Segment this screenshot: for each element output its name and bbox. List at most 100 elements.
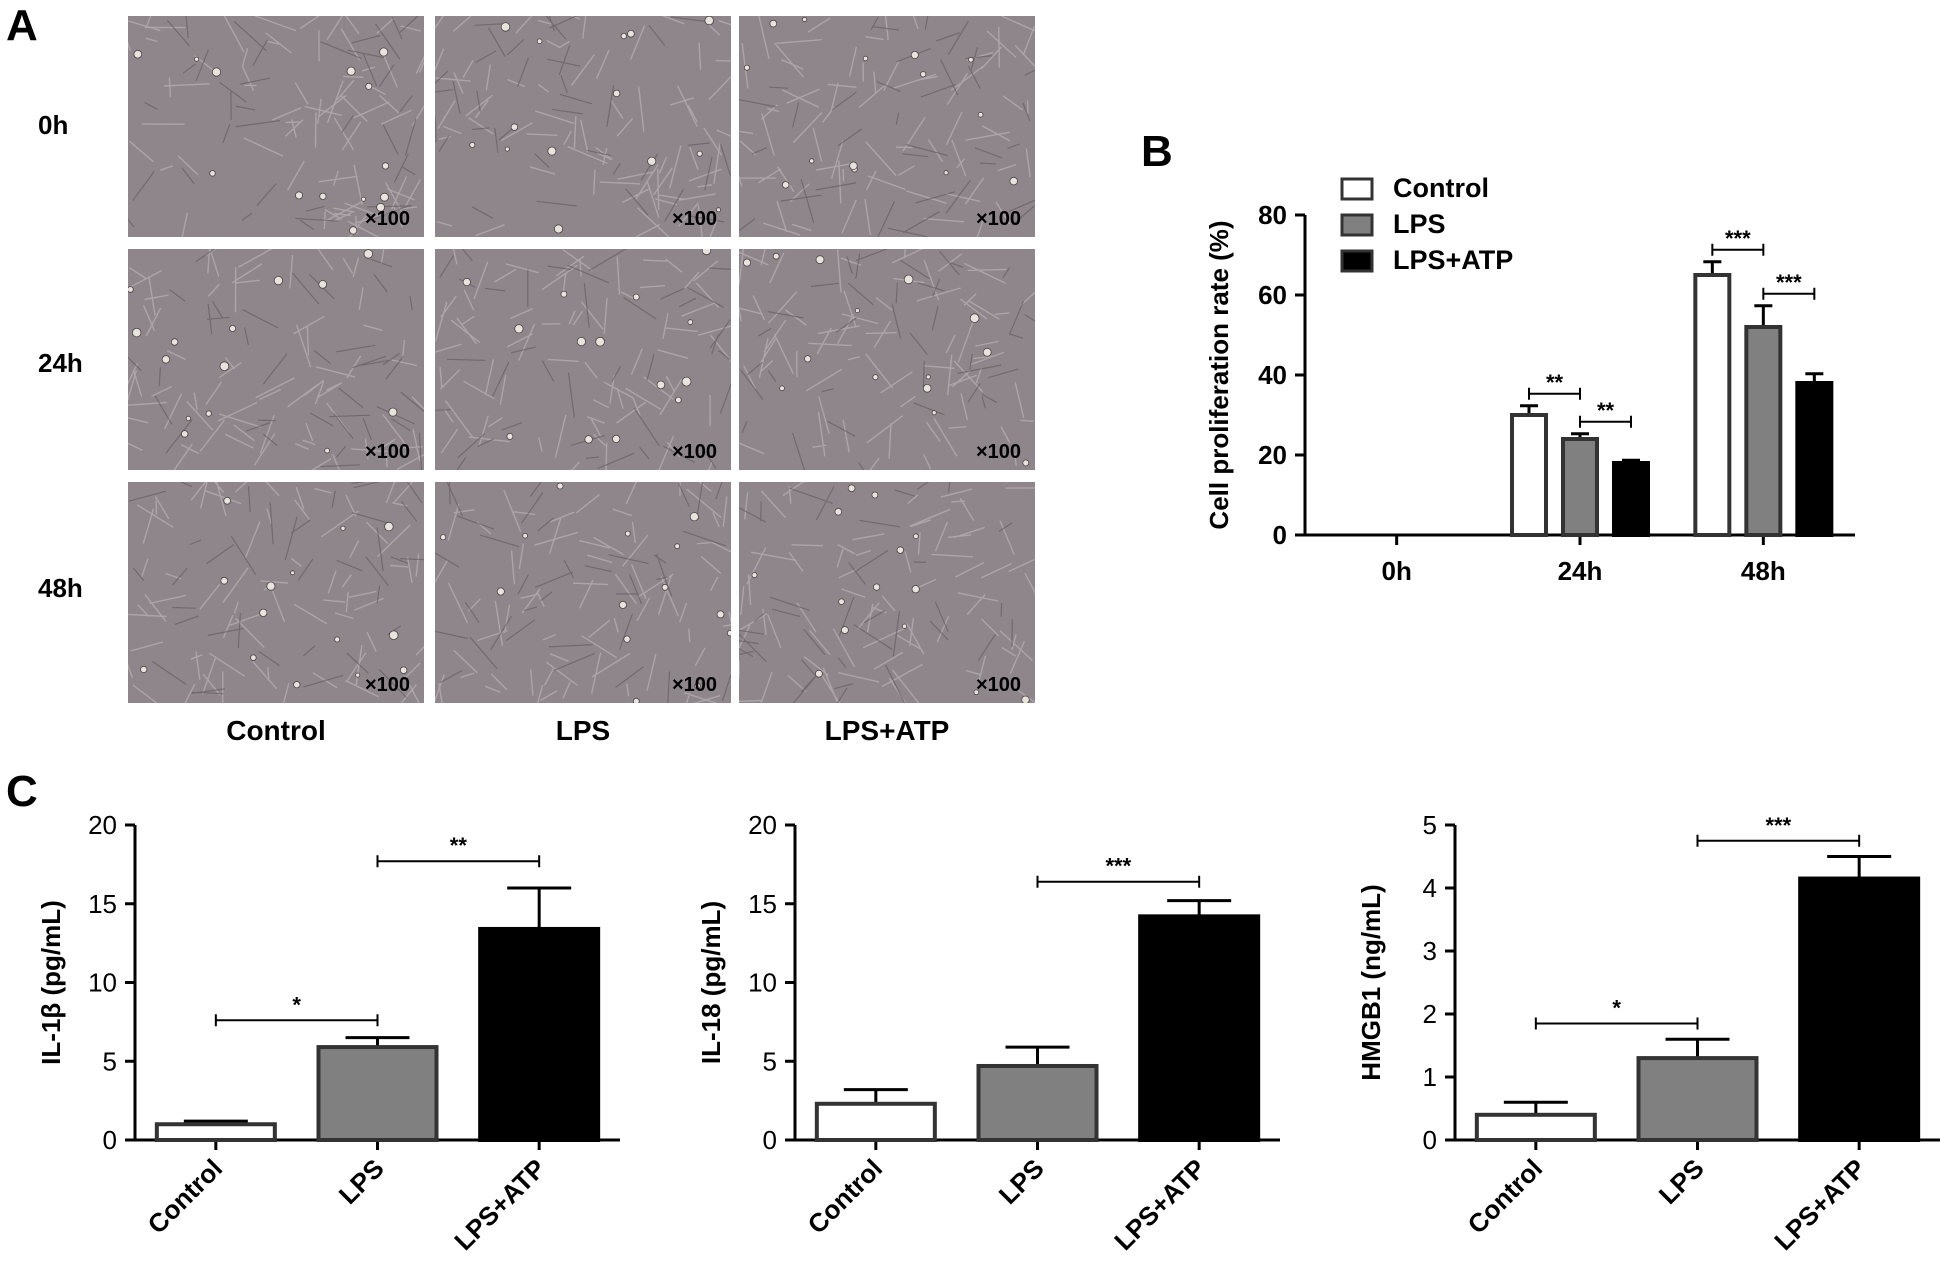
- bar: [1138, 914, 1261, 1142]
- magnification-label: ×100: [975, 208, 1021, 230]
- micrograph-lpsatp-24h: ×100: [739, 249, 1035, 470]
- magnification-label: ×100: [975, 441, 1021, 463]
- col-label-control: Control: [226, 715, 326, 746]
- significance-bracket: [376, 855, 541, 868]
- x-tick-label: Control: [142, 1153, 229, 1240]
- y-axis-title: IL-1β (pg/mL): [36, 900, 66, 1065]
- x-tick-label: Control: [1462, 1153, 1549, 1240]
- bar: [1798, 876, 1921, 1143]
- micrograph-lps-48h: ×100: [435, 482, 731, 703]
- significance-label: ***: [1105, 854, 1131, 879]
- y-tick-label: 15: [748, 889, 777, 919]
- cell-texture: [739, 16, 1035, 237]
- y-tick-label: 5: [103, 1046, 117, 1076]
- bar: [1744, 325, 1783, 537]
- x-tick-label: 48h: [1741, 556, 1786, 586]
- panel-letter-a: A: [6, 1, 38, 50]
- significance-label: **: [450, 833, 468, 858]
- magnification-label: ×100: [364, 208, 410, 230]
- y-tick-label: 20: [1258, 440, 1287, 470]
- y-tick-label: 20: [748, 810, 777, 840]
- micrograph-control-48h: ×100: [128, 482, 424, 703]
- bar: [478, 926, 601, 1142]
- significance-bracket: [1579, 415, 1632, 428]
- bar: [1795, 381, 1834, 537]
- y-axis-title: Cell proliferation rate (%): [1204, 220, 1234, 529]
- bar: [1636, 1056, 1759, 1143]
- magnification-label: ×100: [364, 674, 410, 696]
- y-tick-label: 0: [1273, 520, 1287, 550]
- y-tick-label: 0: [1423, 1125, 1437, 1155]
- x-tick-label: LPS+ATP: [1768, 1153, 1871, 1256]
- legend-swatch: [1340, 249, 1374, 273]
- panel-letter-c: C: [6, 767, 38, 816]
- micrograph-lpsatp-0h: ×100: [739, 16, 1035, 237]
- magnification-label: ×100: [975, 674, 1021, 696]
- x-tick-label: LPS: [993, 1153, 1050, 1210]
- x-tick-label: LPS+ATP: [1108, 1153, 1211, 1256]
- significance-bracket: [1762, 287, 1816, 300]
- y-tick-label: 3: [1423, 936, 1437, 966]
- cell-texture: [739, 482, 1035, 703]
- significance-bracket: [1534, 1017, 1699, 1030]
- cell-texture: [435, 249, 731, 470]
- col-label-lps: LPS: [555, 715, 611, 746]
- bar: [1510, 413, 1548, 537]
- micrograph-lps-0h: ×100: [435, 16, 731, 237]
- bar: [1693, 273, 1732, 537]
- significance-bracket: [1711, 243, 1765, 256]
- x-tick-label: LPS: [1653, 1153, 1710, 1210]
- panel-letter-b: B: [1141, 127, 1173, 176]
- bar: [1612, 461, 1650, 537]
- bar: [316, 1045, 439, 1142]
- significance-bracket: [214, 1014, 379, 1027]
- magnification-label: ×100: [364, 441, 410, 463]
- magnification-label: ×100: [671, 674, 717, 696]
- y-axis-title: HMGB1 (ng/mL): [1356, 884, 1386, 1080]
- legend-label: LPS: [1393, 209, 1446, 239]
- cell-texture: [435, 16, 731, 237]
- significance-label: ***: [1765, 813, 1791, 838]
- y-tick-label: 10: [748, 968, 777, 998]
- x-tick-label: 24h: [1558, 556, 1603, 586]
- y-tick-label: 5: [763, 1046, 777, 1076]
- y-tick-label: 4: [1423, 873, 1437, 903]
- row-label-48h: 48h: [38, 573, 83, 603]
- y-tick-label: 0: [763, 1125, 777, 1155]
- significance-label: ***: [1776, 270, 1802, 295]
- bar: [814, 1101, 937, 1142]
- cell-texture: [739, 249, 1035, 470]
- row-label-0h: 0h: [38, 110, 69, 140]
- legend-label: LPS+ATP: [1393, 245, 1513, 275]
- col-label-lpsatp: LPS+ATP: [824, 715, 950, 746]
- significance-label: **: [1597, 398, 1615, 423]
- bar: [154, 1122, 277, 1142]
- bar: [1561, 437, 1599, 537]
- cell-texture: [128, 249, 424, 470]
- micrograph-lpsatp-48h: ×100: [739, 482, 1035, 703]
- x-tick-label: LPS+ATP: [448, 1153, 551, 1256]
- y-tick-label: 5: [1423, 810, 1437, 840]
- cell-texture: [128, 482, 424, 703]
- micrograph-lps-24h: ×100: [435, 249, 731, 470]
- bar: [976, 1063, 1099, 1143]
- legend-swatch: [1340, 177, 1374, 201]
- significance-label: **: [1546, 370, 1564, 395]
- y-axis-title: IL-18 (pg/mL): [696, 901, 726, 1064]
- significance-label: *: [292, 992, 301, 1017]
- chart-c-il18: 0 5 10 15 20 IL-18 (pg/mL) Control LPS LPS+ATP **…: [696, 810, 1280, 1256]
- y-tick-label: 80: [1258, 200, 1287, 230]
- y-tick-label: 20: [88, 810, 117, 840]
- x-tick-label: 0h: [1381, 556, 1411, 586]
- magnification-label: ×100: [671, 208, 717, 230]
- micrograph-control-24h: ×100: [128, 249, 424, 470]
- legend-label: Control: [1393, 173, 1489, 203]
- significance-bracket: [1036, 875, 1201, 888]
- y-tick-label: 15: [88, 889, 117, 919]
- y-tick-label: 10: [88, 968, 117, 998]
- y-tick-label: 2: [1423, 999, 1437, 1029]
- cell-texture: [435, 482, 731, 703]
- legend-swatch: [1340, 213, 1374, 237]
